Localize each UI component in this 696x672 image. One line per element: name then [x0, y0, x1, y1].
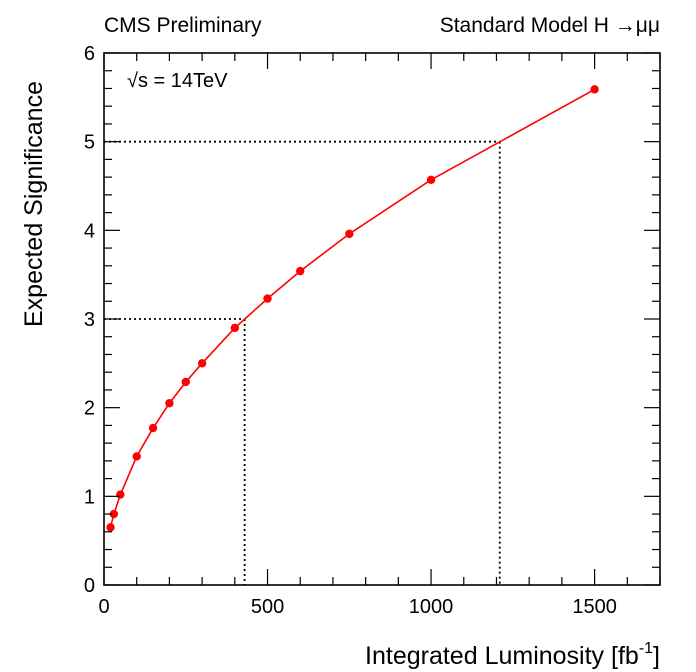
y-axis-title: Expected Significance: [20, 81, 48, 327]
plot-frame: [103, 52, 661, 586]
data-point: [345, 229, 354, 239]
data-point: [263, 294, 272, 303]
y-tick-label: 4: [84, 220, 95, 242]
y-tick-label: 3: [84, 309, 95, 331]
data-point: [181, 377, 190, 387]
data-point: [116, 490, 125, 499]
data-point: [132, 452, 141, 461]
x-tick-label: 1500: [572, 596, 617, 618]
y-tick-label: 0: [84, 575, 95, 597]
x-tick-label: 0: [98, 596, 109, 618]
y-tick-label: 6: [84, 43, 95, 65]
x-tick-label: 1000: [409, 596, 454, 618]
data-point: [197, 359, 207, 368]
header-right-label: Standard Model H →μμ: [440, 14, 660, 37]
data-point: [148, 423, 158, 433]
data-point: [590, 85, 599, 94]
data-point: [165, 399, 174, 408]
x-axis-title-sup: -1: [639, 640, 653, 657]
x-tick-label: 500: [251, 596, 284, 618]
data-point: [296, 266, 305, 276]
header-left-label: CMS Preliminary: [104, 14, 262, 37]
x-axis-title-main: Integrated Luminosity [fb: [365, 642, 639, 670]
series-line: [109, 88, 595, 528]
data-point: [230, 323, 240, 333]
x-axis-title-end: ]: [653, 642, 660, 670]
energy-annotation: √s = 14TeV: [127, 70, 228, 92]
y-tick-label: 2: [84, 398, 95, 420]
data-point: [109, 509, 119, 519]
y-tick-label: 5: [84, 132, 95, 154]
y-tick-label: 1: [84, 486, 95, 508]
data-point: [426, 175, 436, 184]
x-axis-title: Integrated Luminosity [fb-1]: [365, 640, 660, 670]
data-point: [106, 523, 115, 532]
